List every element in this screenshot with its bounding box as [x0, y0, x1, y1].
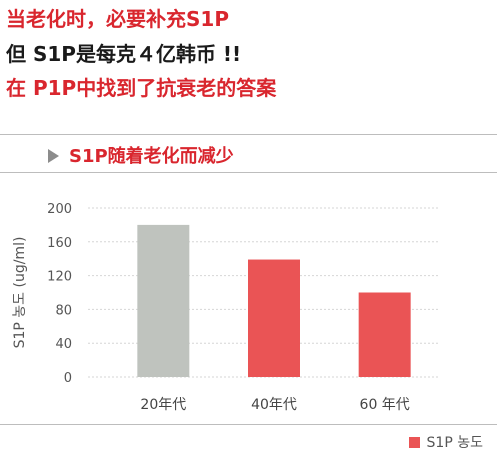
y-tick-label: 80 — [55, 303, 72, 318]
x-tick-label: 60 年代 — [360, 397, 410, 413]
x-tick-label: 20年代 — [140, 397, 186, 413]
y-tick-label: 200 — [47, 202, 72, 217]
y-axis-label: S1P 농도 (ug/ml) — [12, 237, 28, 349]
headline-line-2: 但 S1P是每克４亿韩币 !! — [6, 42, 242, 66]
bar — [137, 224, 190, 377]
y-tick-label: 0 — [64, 371, 72, 386]
title-divider — [0, 172, 497, 173]
legend-swatch — [408, 436, 420, 448]
headline-line-3: 在 P1P中找到了抗衰老的答案 — [6, 76, 277, 100]
y-tick-label: 160 — [47, 236, 72, 251]
headline-line-1: 当老化时，必要补充S1P — [6, 7, 229, 31]
legend: S1P 농도 — [408, 432, 483, 452]
legend-label: S1P 농도 — [426, 435, 483, 451]
bar-chart: 0 40 80 120 160 200 S1P 농도 (ug/ml) 20年代 40年代 60 年… — [12, 202, 440, 413]
bar — [358, 292, 411, 377]
triangle-bullet-icon — [48, 149, 59, 163]
bottom-divider — [0, 424, 497, 425]
y-tick-label: 40 — [55, 337, 72, 352]
chart-title-row: S1P随着老化而减少 — [48, 142, 234, 168]
y-tick-label: 120 — [47, 270, 72, 285]
chart-title: S1P随着老化而减少 — [69, 146, 234, 167]
x-tick-label: 40年代 — [251, 397, 297, 413]
bar — [248, 259, 300, 377]
top-divider — [0, 134, 497, 135]
